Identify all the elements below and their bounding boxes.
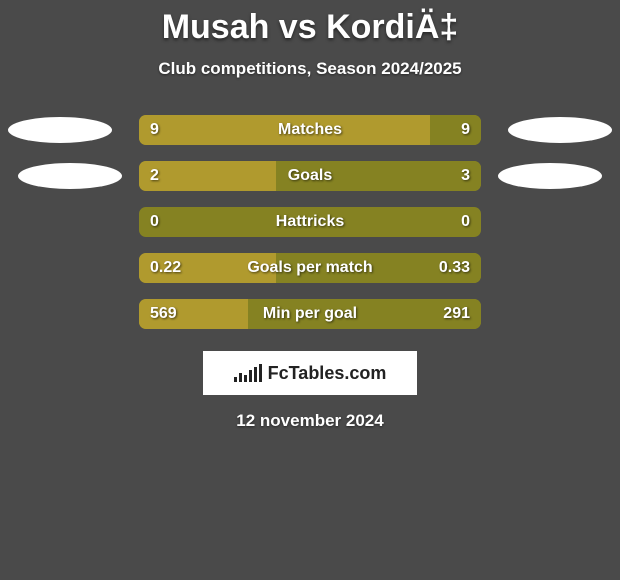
stat-label: Goals per match bbox=[247, 253, 372, 283]
value-right: 0.33 bbox=[439, 253, 470, 283]
avatar-right bbox=[508, 117, 612, 143]
value-left: 569 bbox=[150, 299, 177, 329]
brand-text: FcTables.com bbox=[268, 363, 387, 384]
value-left: 9 bbox=[150, 115, 159, 145]
bar-left bbox=[139, 161, 276, 191]
stat-row: 9 Matches 9 bbox=[0, 107, 620, 153]
stat-label: Matches bbox=[278, 115, 342, 145]
stat-label: Hattricks bbox=[276, 207, 344, 237]
stat-label: Goals bbox=[288, 161, 332, 191]
value-right: 9 bbox=[461, 115, 470, 145]
stats-rows: 9 Matches 9 2 Goals 3 0 Hattricks 0 0.22 Goals per… bbox=[0, 107, 620, 337]
subtitle: Club competitions, Season 2024/2025 bbox=[0, 59, 620, 79]
date-label: 12 november 2024 bbox=[0, 411, 620, 431]
value-right: 291 bbox=[443, 299, 470, 329]
value-left: 0 bbox=[150, 207, 159, 237]
brand-box: FcTables.com bbox=[203, 351, 417, 395]
stat-row: 0 Hattricks 0 bbox=[0, 199, 620, 245]
avatar-left bbox=[8, 117, 112, 143]
stat-row: 569 Min per goal 291 bbox=[0, 291, 620, 337]
stat-row: 0.22 Goals per match 0.33 bbox=[0, 245, 620, 291]
bar-chart-icon bbox=[234, 364, 262, 382]
value-right: 0 bbox=[461, 207, 470, 237]
comparison-infographic: Musah vs KordiÄ‡ Club competitions, Seas… bbox=[0, 0, 620, 431]
avatar-left bbox=[18, 163, 122, 189]
value-left: 0.22 bbox=[150, 253, 181, 283]
value-left: 2 bbox=[150, 161, 159, 191]
stat-label: Min per goal bbox=[263, 299, 357, 329]
stat-row: 2 Goals 3 bbox=[0, 153, 620, 199]
value-right: 3 bbox=[461, 161, 470, 191]
avatar-right bbox=[498, 163, 602, 189]
page-title: Musah vs KordiÄ‡ bbox=[0, 8, 620, 47]
bar-right bbox=[430, 115, 481, 145]
